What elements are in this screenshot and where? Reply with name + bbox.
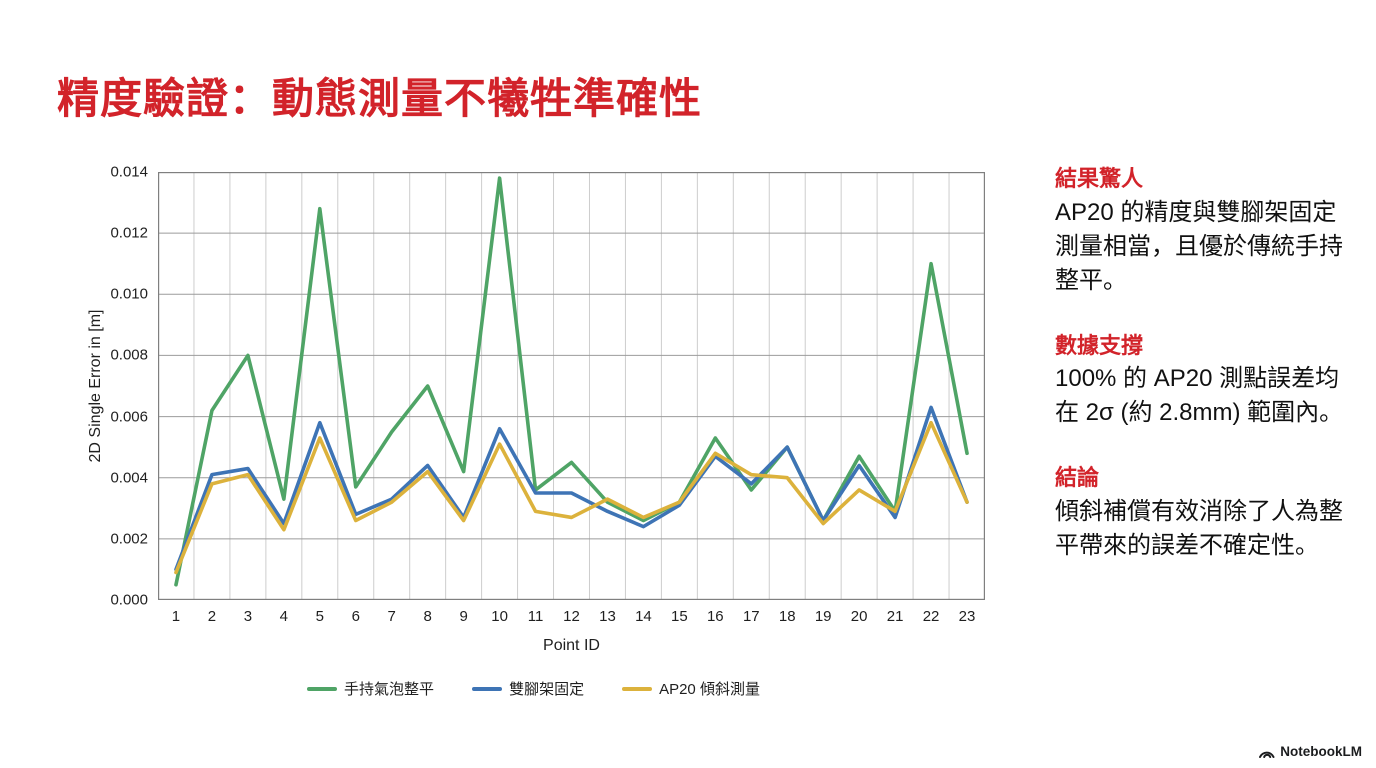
x-tick-label: 17	[742, 608, 760, 625]
notebooklm-label: NotebookLM	[1280, 744, 1362, 759]
x-tick-label: 10	[491, 608, 508, 625]
x-tick-label: 18	[778, 608, 796, 625]
page-title: 精度驗證：動態測量不犧牲準確性	[57, 75, 703, 123]
series-line-AP20 傾斜測量	[174, 420, 969, 575]
series-line-雙腳架固定	[174, 405, 969, 572]
line-chart-plot-area	[158, 172, 985, 600]
x-tick-label: 13	[599, 608, 616, 625]
sidebar-heading: 數據支撐	[1055, 332, 1144, 358]
y-tick-label: 0.008	[110, 346, 148, 364]
legend-label: 雙腳架固定	[509, 681, 585, 698]
x-tick-label: 4	[279, 608, 289, 625]
x-tick-label: 5	[315, 608, 324, 625]
legend-item: AP20 傾斜測量	[622, 678, 760, 699]
chart-legend: 手持氣泡整平 雙腳架固定 AP20 傾斜測量	[120, 678, 947, 699]
x-tick-label: 2	[207, 608, 217, 625]
y-tick-label: 0.004	[110, 469, 148, 487]
x-tick-label: 14	[635, 608, 652, 625]
sidebar-block: 數據支撐 100% 的 AP20 測點誤差均在 2σ (約 2.8mm) 範圍內。	[1055, 331, 1351, 431]
y-tick-label: 0.012	[110, 224, 148, 242]
sidebar-block: 結論傾斜補償有效消除了人為整平帶來的誤差不確定性。	[1055, 463, 1351, 563]
x-tick-label: 1	[171, 608, 181, 625]
y-tick-label: 0.014	[110, 163, 148, 181]
y-axis-title: 2D Single Error in [m]	[87, 309, 104, 463]
x-tick-label: 6	[351, 608, 360, 625]
x-tick-label: 19	[814, 608, 832, 625]
legend-item: 手持氣泡整平	[307, 678, 434, 699]
x-tick-label: 11	[527, 608, 544, 625]
sidebar-body-text: 100% 的 AP20 測點誤差均在 2σ (約 2.8mm) 範圍內。	[1055, 365, 1344, 427]
sidebar-heading: 結果驚人	[1055, 166, 1144, 191]
x-tick-label: 16	[706, 608, 724, 625]
x-tick-label: 8	[423, 608, 432, 625]
notes-sidebar: 結果驚人 AP20 的精度與雙腳架固定測量相當，且優於傳統手持整平。數據支撐 100…	[1055, 164, 1351, 596]
notebooklm-attribution: NotebookLM	[1258, 744, 1362, 759]
legend-label: AP20 傾斜測量	[659, 681, 760, 698]
y-tick-label: 0.010	[110, 285, 148, 303]
line-chart-svg	[158, 172, 985, 600]
sidebar-block: 結果驚人 AP20 的精度與雙腳架固定測量相當，且優於傳統手持整平。	[1055, 164, 1351, 298]
series-line-手持氣泡整平	[174, 176, 969, 587]
plot-border	[158, 172, 985, 600]
x-tick-label: 12	[563, 608, 580, 625]
legend-line-marker	[622, 686, 653, 691]
sidebar-body-text: 傾斜補償有效消除了人為整平帶來的誤差不確定性。	[1055, 498, 1343, 560]
legend-item: 雙腳架固定	[472, 678, 584, 699]
notebooklm-logo-icon	[1259, 751, 1275, 758]
y-tick-label: 0.002	[110, 530, 148, 548]
x-tick-label: 22	[922, 608, 940, 625]
legend-line-marker	[472, 686, 503, 691]
x-tick-label: 15	[671, 608, 688, 625]
x-tick-label: 20	[850, 608, 868, 625]
y-tick-label: 0.000	[110, 591, 148, 609]
y-tick-label: 0.006	[110, 408, 148, 426]
x-tick-label: 23	[958, 608, 976, 625]
legend-label: 手持氣泡整平	[344, 681, 435, 698]
x-tick-label: 9	[459, 608, 468, 625]
x-axis-title: Point ID	[543, 637, 600, 654]
legend-line-marker	[307, 686, 338, 691]
x-tick-label: 7	[387, 608, 396, 625]
sidebar-body-text: AP20 的精度與雙腳架固定測量相當，且優於傳統手持整平。	[1055, 198, 1343, 294]
sidebar-heading: 結論	[1055, 465, 1100, 491]
x-tick-label: 21	[886, 608, 904, 625]
x-tick-label: 3	[243, 608, 253, 625]
